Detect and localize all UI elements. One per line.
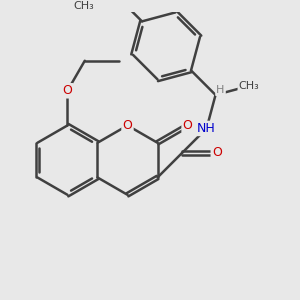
Text: H: H <box>216 85 225 95</box>
Text: O: O <box>183 119 193 132</box>
Text: NH: NH <box>197 122 216 135</box>
Text: O: O <box>123 119 132 132</box>
Text: CH₃: CH₃ <box>74 1 94 11</box>
Text: O: O <box>212 146 222 159</box>
Text: CH₃: CH₃ <box>239 81 260 91</box>
Text: O: O <box>62 84 72 97</box>
